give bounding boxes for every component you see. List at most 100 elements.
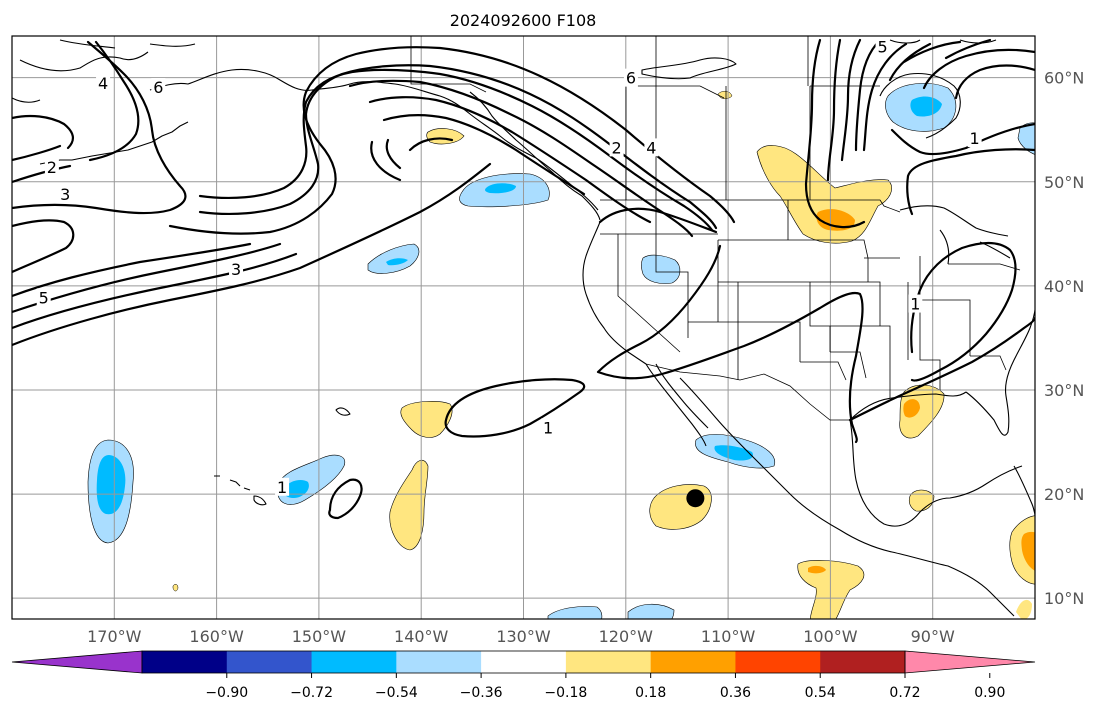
colorbar-tick-label: −0.36 <box>460 685 503 701</box>
colorbar-tick-label: 0.90 <box>974 685 1005 701</box>
negative-anomaly-gulf-california-core <box>714 445 754 461</box>
negative-anomaly-hawaii-core <box>283 480 309 498</box>
colorbar-tick-label: 0.54 <box>805 685 836 701</box>
contour-label-bg <box>36 288 51 307</box>
lat-tick-label: 30°N <box>1044 381 1084 400</box>
positive-anomaly-gulf-coast-core <box>903 399 920 418</box>
negative-anomaly-offshore <box>367 243 420 274</box>
negative-anomaly-hudson-bay-core <box>910 96 942 117</box>
colorbar-segment <box>650 651 736 673</box>
contour-line <box>596 244 864 444</box>
lon-tick-label: 150°W <box>292 627 347 646</box>
colorbar-extend-low <box>11 650 143 674</box>
contour-line <box>910 241 1017 382</box>
coastline-british-columbia <box>469 91 601 221</box>
negative-anomaly-offshore-core <box>386 258 408 266</box>
contour-label: 4 <box>98 74 108 93</box>
contour-lines <box>12 38 1035 520</box>
coastlines <box>12 39 1035 617</box>
positive-anomaly-small-east <box>1016 599 1032 619</box>
contour-label-bg <box>275 477 290 496</box>
contour-label-bg <box>644 138 659 157</box>
coastline-arctic-island <box>641 57 737 80</box>
contour-line <box>198 64 718 230</box>
contour-label: 1 <box>543 418 553 437</box>
lon-tick-label: 140°W <box>394 627 449 646</box>
longitude-axis-labels: 170°W 160°W 150°W 140°W 130°W 120°W 110°W 100°W… <box>87 627 955 646</box>
coastline-central-america <box>1013 465 1035 520</box>
contour-label-bg <box>44 158 59 177</box>
contour-label-bg <box>58 185 73 204</box>
contour-line <box>368 96 652 224</box>
negative-anomaly-central-pacific-core <box>96 455 126 515</box>
lon-tick-label: 130°W <box>496 627 551 646</box>
colorbar-tick-label: −0.18 <box>544 685 587 701</box>
positive-anomaly-tiny-2 <box>172 584 179 592</box>
lon-tick-label: 160°W <box>189 627 244 646</box>
border-us-mexico <box>645 363 850 421</box>
lat-tick-label: 50°N <box>1044 173 1084 192</box>
contour-line <box>12 40 187 215</box>
lat-tick-label: 20°N <box>1044 485 1084 504</box>
colorbar-tick-label: 0.72 <box>889 685 920 701</box>
colorbar-frame <box>141 650 906 674</box>
latitude-axis-labels: 60°N 50°N 40°N 30°N 20°N 10°N <box>1044 69 1084 609</box>
contour-label: 3 <box>60 185 70 204</box>
contour-label-bg <box>967 129 982 148</box>
positive-anomaly-northern-plains-core <box>816 209 855 231</box>
contour-label: 4 <box>646 138 656 157</box>
coastline-mexico-west <box>679 377 1015 617</box>
colorbar-segment <box>735 651 821 673</box>
coastline-alaska-west <box>12 43 196 103</box>
contour-line <box>328 478 363 520</box>
positive-anomaly-central-america-core <box>1021 531 1035 571</box>
negative-anomaly-great-basin <box>641 254 681 284</box>
contour-line <box>598 207 718 234</box>
contour-label: 5 <box>39 288 49 307</box>
lon-tick-label: 170°W <box>87 627 142 646</box>
colorbar-tick-label: −0.72 <box>290 685 333 701</box>
positive-anomaly-south-pacific-core <box>808 565 826 574</box>
contour-label-bg <box>609 138 624 157</box>
negative-anomaly-south-2 <box>627 603 675 619</box>
coastline-us-east <box>965 306 1035 436</box>
lat-tick-label: 40°N <box>1044 277 1084 296</box>
contour-label: 6 <box>153 78 163 97</box>
contour-label-bg <box>908 294 923 313</box>
contour-label: 1 <box>970 129 980 148</box>
contour-line <box>12 242 252 298</box>
contour-label: 1 <box>910 295 920 314</box>
contour-line <box>12 40 140 184</box>
lat-tick-label: 10°N <box>1044 589 1084 608</box>
contour-line <box>198 68 714 232</box>
contour-line <box>12 219 75 274</box>
contour-line <box>12 162 492 347</box>
chart-title: 2024092600 F108 <box>450 11 597 30</box>
lon-tick-label: 120°W <box>599 627 654 646</box>
contour-line <box>12 252 298 330</box>
contour-line <box>370 137 454 182</box>
negative-anomaly-gulf-alaska-core <box>485 183 516 194</box>
colorbar: −0.90 −0.72 −0.54 −0.36 −0.18 0.18 0.36 0.54 0.7… <box>11 650 1036 701</box>
coastline-hudson-bay <box>879 72 961 139</box>
political-borders <box>410 36 1021 421</box>
colorbar-extend-high <box>904 650 1036 674</box>
contour-label: 2 <box>611 138 621 157</box>
contour-label-bg <box>875 37 890 56</box>
contour-line <box>382 114 586 196</box>
positive-anomaly-subtropical-1 <box>400 401 453 438</box>
contour-line <box>12 242 282 314</box>
contour-label-bg <box>541 418 556 437</box>
positive-anomaly-alaska-coast <box>426 128 465 145</box>
colorbar-tick-label: −0.90 <box>205 685 248 701</box>
lat-tick-label: 60°N <box>1044 69 1084 88</box>
contour-line <box>444 378 586 438</box>
colorbar-segment <box>142 651 228 673</box>
lon-tick-label: 90°W <box>911 627 955 646</box>
negative-anomaly-labrador <box>1017 122 1035 155</box>
colorbar-segment <box>481 651 567 673</box>
coastline-hawaii <box>214 475 267 506</box>
contour-label-bg <box>151 78 166 97</box>
